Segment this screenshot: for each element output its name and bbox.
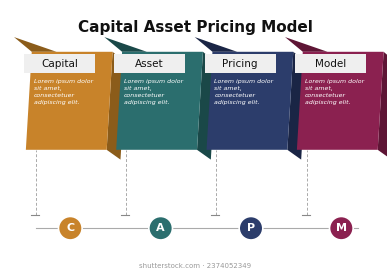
- Polygon shape: [378, 52, 390, 160]
- Circle shape: [330, 216, 353, 240]
- Text: Model: Model: [315, 59, 346, 69]
- Polygon shape: [195, 37, 237, 52]
- Text: Lorem ipsum dolor
sit amet,
consectetuer
adipiscing elit.: Lorem ipsum dolor sit amet, consectetuer…: [215, 79, 274, 105]
- Circle shape: [149, 216, 172, 240]
- Text: shutterstock.com · 2374052349: shutterstock.com · 2374052349: [139, 263, 251, 269]
- FancyBboxPatch shape: [114, 54, 185, 73]
- Text: Capital: Capital: [41, 59, 78, 69]
- FancyBboxPatch shape: [295, 54, 366, 73]
- Text: P: P: [247, 223, 255, 233]
- Polygon shape: [26, 52, 113, 150]
- Polygon shape: [207, 52, 293, 150]
- Text: A: A: [156, 223, 165, 233]
- Text: Lorem ipsum dolor
sit amet,
consectetuer
adipiscing elit.: Lorem ipsum dolor sit amet, consectetuer…: [305, 79, 364, 105]
- Text: Asset: Asset: [135, 59, 164, 69]
- Text: C: C: [66, 223, 74, 233]
- Polygon shape: [197, 52, 217, 160]
- Text: Lorem ipsum dolor
sit amet,
consectetuer
adipiscing elit.: Lorem ipsum dolor sit amet, consectetuer…: [34, 79, 93, 105]
- Polygon shape: [14, 37, 57, 52]
- Text: Pricing: Pricing: [222, 59, 258, 69]
- FancyBboxPatch shape: [205, 54, 276, 73]
- Polygon shape: [297, 52, 384, 150]
- Circle shape: [58, 216, 82, 240]
- Polygon shape: [287, 52, 307, 160]
- Polygon shape: [116, 52, 203, 150]
- Circle shape: [239, 216, 263, 240]
- Polygon shape: [285, 37, 328, 52]
- Text: M: M: [336, 223, 347, 233]
- Text: Lorem ipsum dolor
sit amet,
consectetuer
adipiscing elit.: Lorem ipsum dolor sit amet, consectetuer…: [124, 79, 183, 105]
- Polygon shape: [105, 37, 147, 52]
- Polygon shape: [107, 52, 126, 160]
- FancyBboxPatch shape: [24, 54, 95, 73]
- Text: Capital Asset Pricing Model: Capital Asset Pricing Model: [78, 20, 312, 36]
